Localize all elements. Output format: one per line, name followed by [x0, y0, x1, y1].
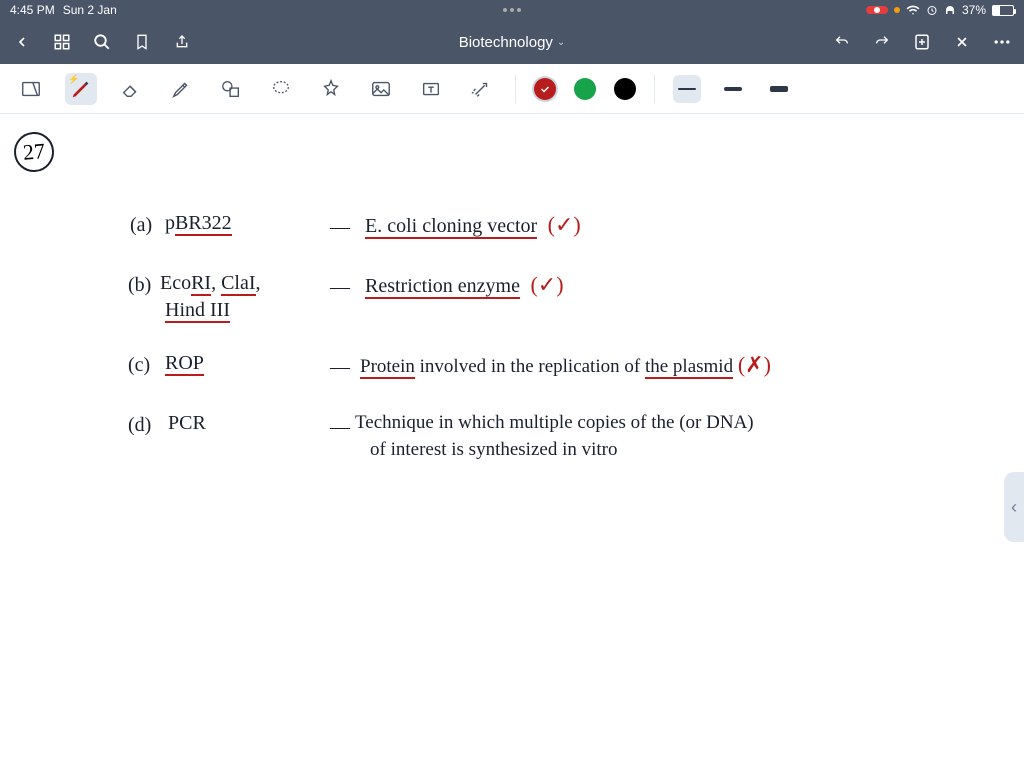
stroke-thin[interactable]	[673, 75, 701, 103]
color-black[interactable]	[614, 78, 636, 100]
color-red[interactable]	[534, 78, 556, 100]
item-c-term: ROP	[165, 352, 204, 375]
laser-tool[interactable]	[465, 73, 497, 105]
orange-dot-icon	[894, 7, 900, 13]
status-time: 4:45 PM	[10, 3, 55, 17]
alarm-icon	[926, 4, 938, 16]
multitask-dots[interactable]	[503, 8, 521, 12]
highlighter-tool[interactable]	[165, 73, 197, 105]
share-icon[interactable]	[172, 32, 192, 52]
read-mode-icon[interactable]	[15, 73, 47, 105]
pen-tool[interactable]: ⚡	[65, 73, 97, 105]
recording-indicator[interactable]	[866, 6, 888, 14]
item-a-dash: —	[330, 216, 350, 239]
stroke-thick[interactable]	[765, 75, 793, 103]
battery-icon	[992, 5, 1014, 16]
status-bar: 4:45 PM Sun 2 Jan 37%	[0, 0, 1024, 20]
eraser-tool[interactable]	[115, 73, 147, 105]
document-title[interactable]: Biotechnology ⌄	[212, 34, 812, 51]
stroke-medium[interactable]	[719, 75, 747, 103]
battery-percent: 37%	[962, 3, 986, 17]
image-tool[interactable]	[365, 73, 397, 105]
text-tool[interactable]	[415, 73, 447, 105]
chevron-down-icon: ⌄	[557, 37, 565, 48]
color-green[interactable]	[574, 78, 596, 100]
grid-icon[interactable]	[52, 32, 72, 52]
bookmark-icon[interactable]	[132, 32, 152, 52]
wifi-icon	[906, 3, 920, 17]
check-icon: (✓)	[542, 212, 581, 237]
more-button[interactable]	[992, 32, 1012, 52]
item-d-term: PCR	[168, 412, 206, 435]
item-a-def: E. coli cloning vector (✓)	[365, 212, 581, 238]
lasso-tool[interactable]	[265, 73, 297, 105]
item-a-label: (a)	[130, 214, 152, 237]
item-d-dash: —	[330, 416, 350, 439]
check-icon: (✓)	[525, 272, 564, 297]
item-d-label: (d)	[128, 414, 151, 437]
item-b-dash: —	[330, 276, 350, 299]
add-page-icon[interactable]	[912, 32, 932, 52]
back-button[interactable]	[12, 32, 32, 52]
status-date: Sun 2 Jan	[63, 3, 117, 17]
sticker-tool[interactable]	[315, 73, 347, 105]
item-c-def: Protein involved in the replication of t…	[360, 352, 771, 378]
item-b-term: EcoRI, ClaI,	[160, 272, 261, 295]
item-d-def2: of interest is synthesized in vitro	[370, 439, 617, 461]
cross-icon: (✗)	[738, 352, 771, 377]
shapes-tool[interactable]	[215, 73, 247, 105]
redo-button[interactable]	[872, 32, 892, 52]
item-c-label: (c)	[128, 354, 150, 377]
toolbar: ⚡	[0, 64, 1024, 114]
item-b-label: (b)	[128, 274, 151, 297]
nav-bar: Biotechnology ⌄	[0, 20, 1024, 64]
question-number: 27	[12, 130, 55, 173]
item-c-dash: —	[330, 356, 350, 379]
close-button[interactable]	[952, 32, 972, 52]
item-b-def: Restriction enzyme (✓)	[365, 272, 564, 298]
side-handle[interactable]: ‹	[1004, 472, 1024, 542]
bluetooth-icon: ⚡	[68, 74, 79, 85]
canvas[interactable]: 27 (a) pBR322 — E. coli cloning vector (…	[0, 114, 1024, 768]
item-d-def: Technique in which multiple copies of th…	[355, 412, 754, 434]
search-icon[interactable]	[92, 32, 112, 52]
item-b-term2: Hind III	[165, 299, 230, 322]
headphones-icon	[944, 4, 956, 16]
undo-button[interactable]	[832, 32, 852, 52]
item-a-term: pBR322	[165, 212, 232, 235]
